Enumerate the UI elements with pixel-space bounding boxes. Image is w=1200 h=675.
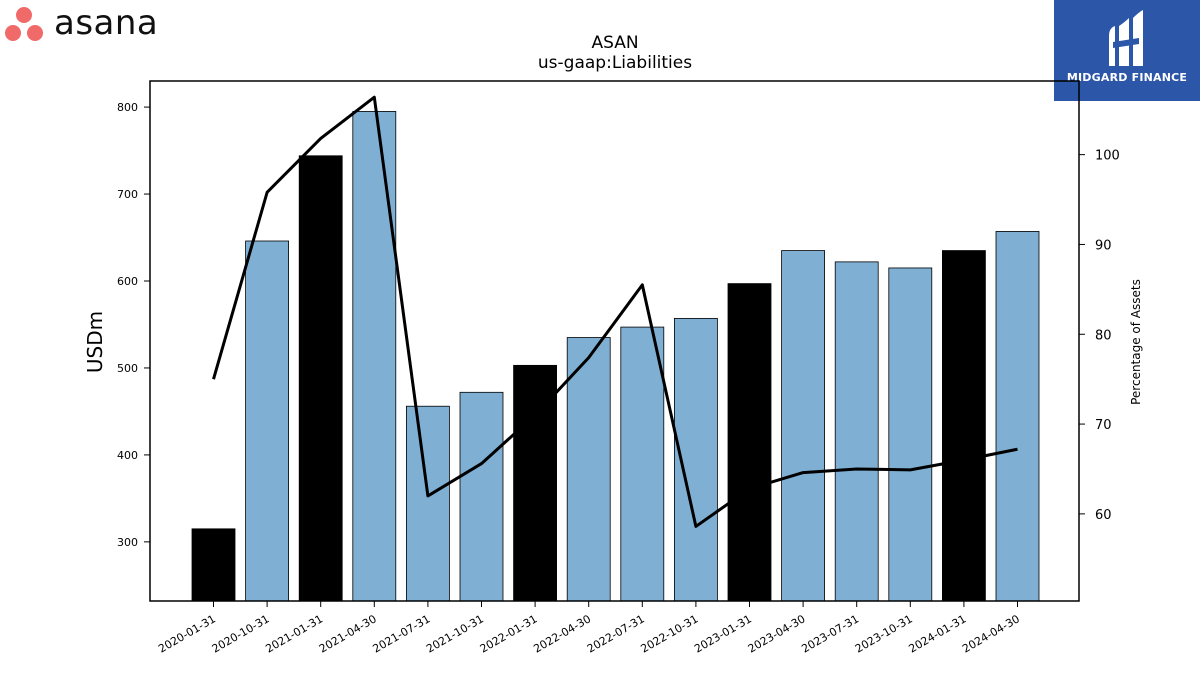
bar: [834, 261, 879, 602]
x-tick-label: 2024-04-30: [960, 612, 1022, 655]
y-tick-label: 300: [117, 536, 138, 549]
bar: [727, 283, 772, 602]
x-tick-label: 2023-07-31: [799, 612, 861, 655]
bar: [566, 337, 611, 602]
y2-tick-label: 70: [1095, 418, 1112, 433]
line-series-percentage: [212, 95, 1018, 528]
chart-title: ASAN: [591, 33, 639, 53]
asana-dots-icon: [5, 7, 43, 41]
y-tick-label: 400: [117, 449, 138, 462]
chart-subtitle: us-gaap:Liabilities: [537, 53, 693, 73]
x-tick-label: 2022-04-30: [531, 612, 593, 655]
bar: [245, 240, 290, 602]
x-tick-label: 2021-01-31: [263, 612, 325, 655]
y2-tick-label: 90: [1095, 238, 1112, 253]
x-tick-label: 2024-01-31: [907, 612, 969, 655]
midgard-emblem-icon: [1109, 10, 1143, 66]
bar: [191, 528, 236, 602]
midgard-finance-wordmark: MIDGARD FINANCE: [1066, 71, 1188, 84]
x-tick-label: 2022-10-31: [639, 612, 701, 655]
x-tick-label: 2021-07-31: [371, 612, 433, 655]
plot-frame: [149, 80, 1080, 602]
x-tick-label: 2020-10-31: [210, 612, 272, 655]
bar: [459, 391, 504, 602]
x-tick-label: 2022-07-31: [585, 612, 647, 655]
x-tick-label: 2021-10-31: [424, 612, 486, 655]
bar: [942, 250, 986, 602]
asana-wordmark: asana: [54, 3, 159, 43]
x-tick-label: 2023-01-31: [692, 612, 754, 655]
x-tick-label: 2022-01-31: [478, 612, 540, 655]
x-tick-label: 2023-04-30: [746, 612, 808, 655]
bar: [352, 111, 397, 602]
x-tick-label: 2021-04-30: [317, 612, 379, 655]
asana-logo: asana: [4, 2, 158, 44]
bar: [995, 231, 1040, 602]
bar: [781, 250, 825, 602]
bar: [620, 326, 665, 602]
x-tick-label: 2023-10-31: [853, 612, 915, 655]
bar: [405, 405, 450, 602]
x-tick-label: 2020-01-31: [156, 612, 218, 655]
y-tick-label: 800: [117, 101, 138, 114]
y-axis-label: USDm: [83, 311, 107, 373]
y2-tick-label: 60: [1095, 508, 1112, 523]
y-tick-label: 500: [117, 362, 138, 375]
y-tick-label: 600: [117, 275, 138, 288]
y2-tick-label: 100: [1095, 149, 1120, 164]
y2-tick-label: 80: [1095, 328, 1112, 343]
y2-axis-label: Percentage of Assets: [1129, 279, 1143, 405]
bar: [298, 155, 343, 602]
bar: [888, 267, 933, 602]
y-tick-label: 700: [117, 188, 138, 201]
